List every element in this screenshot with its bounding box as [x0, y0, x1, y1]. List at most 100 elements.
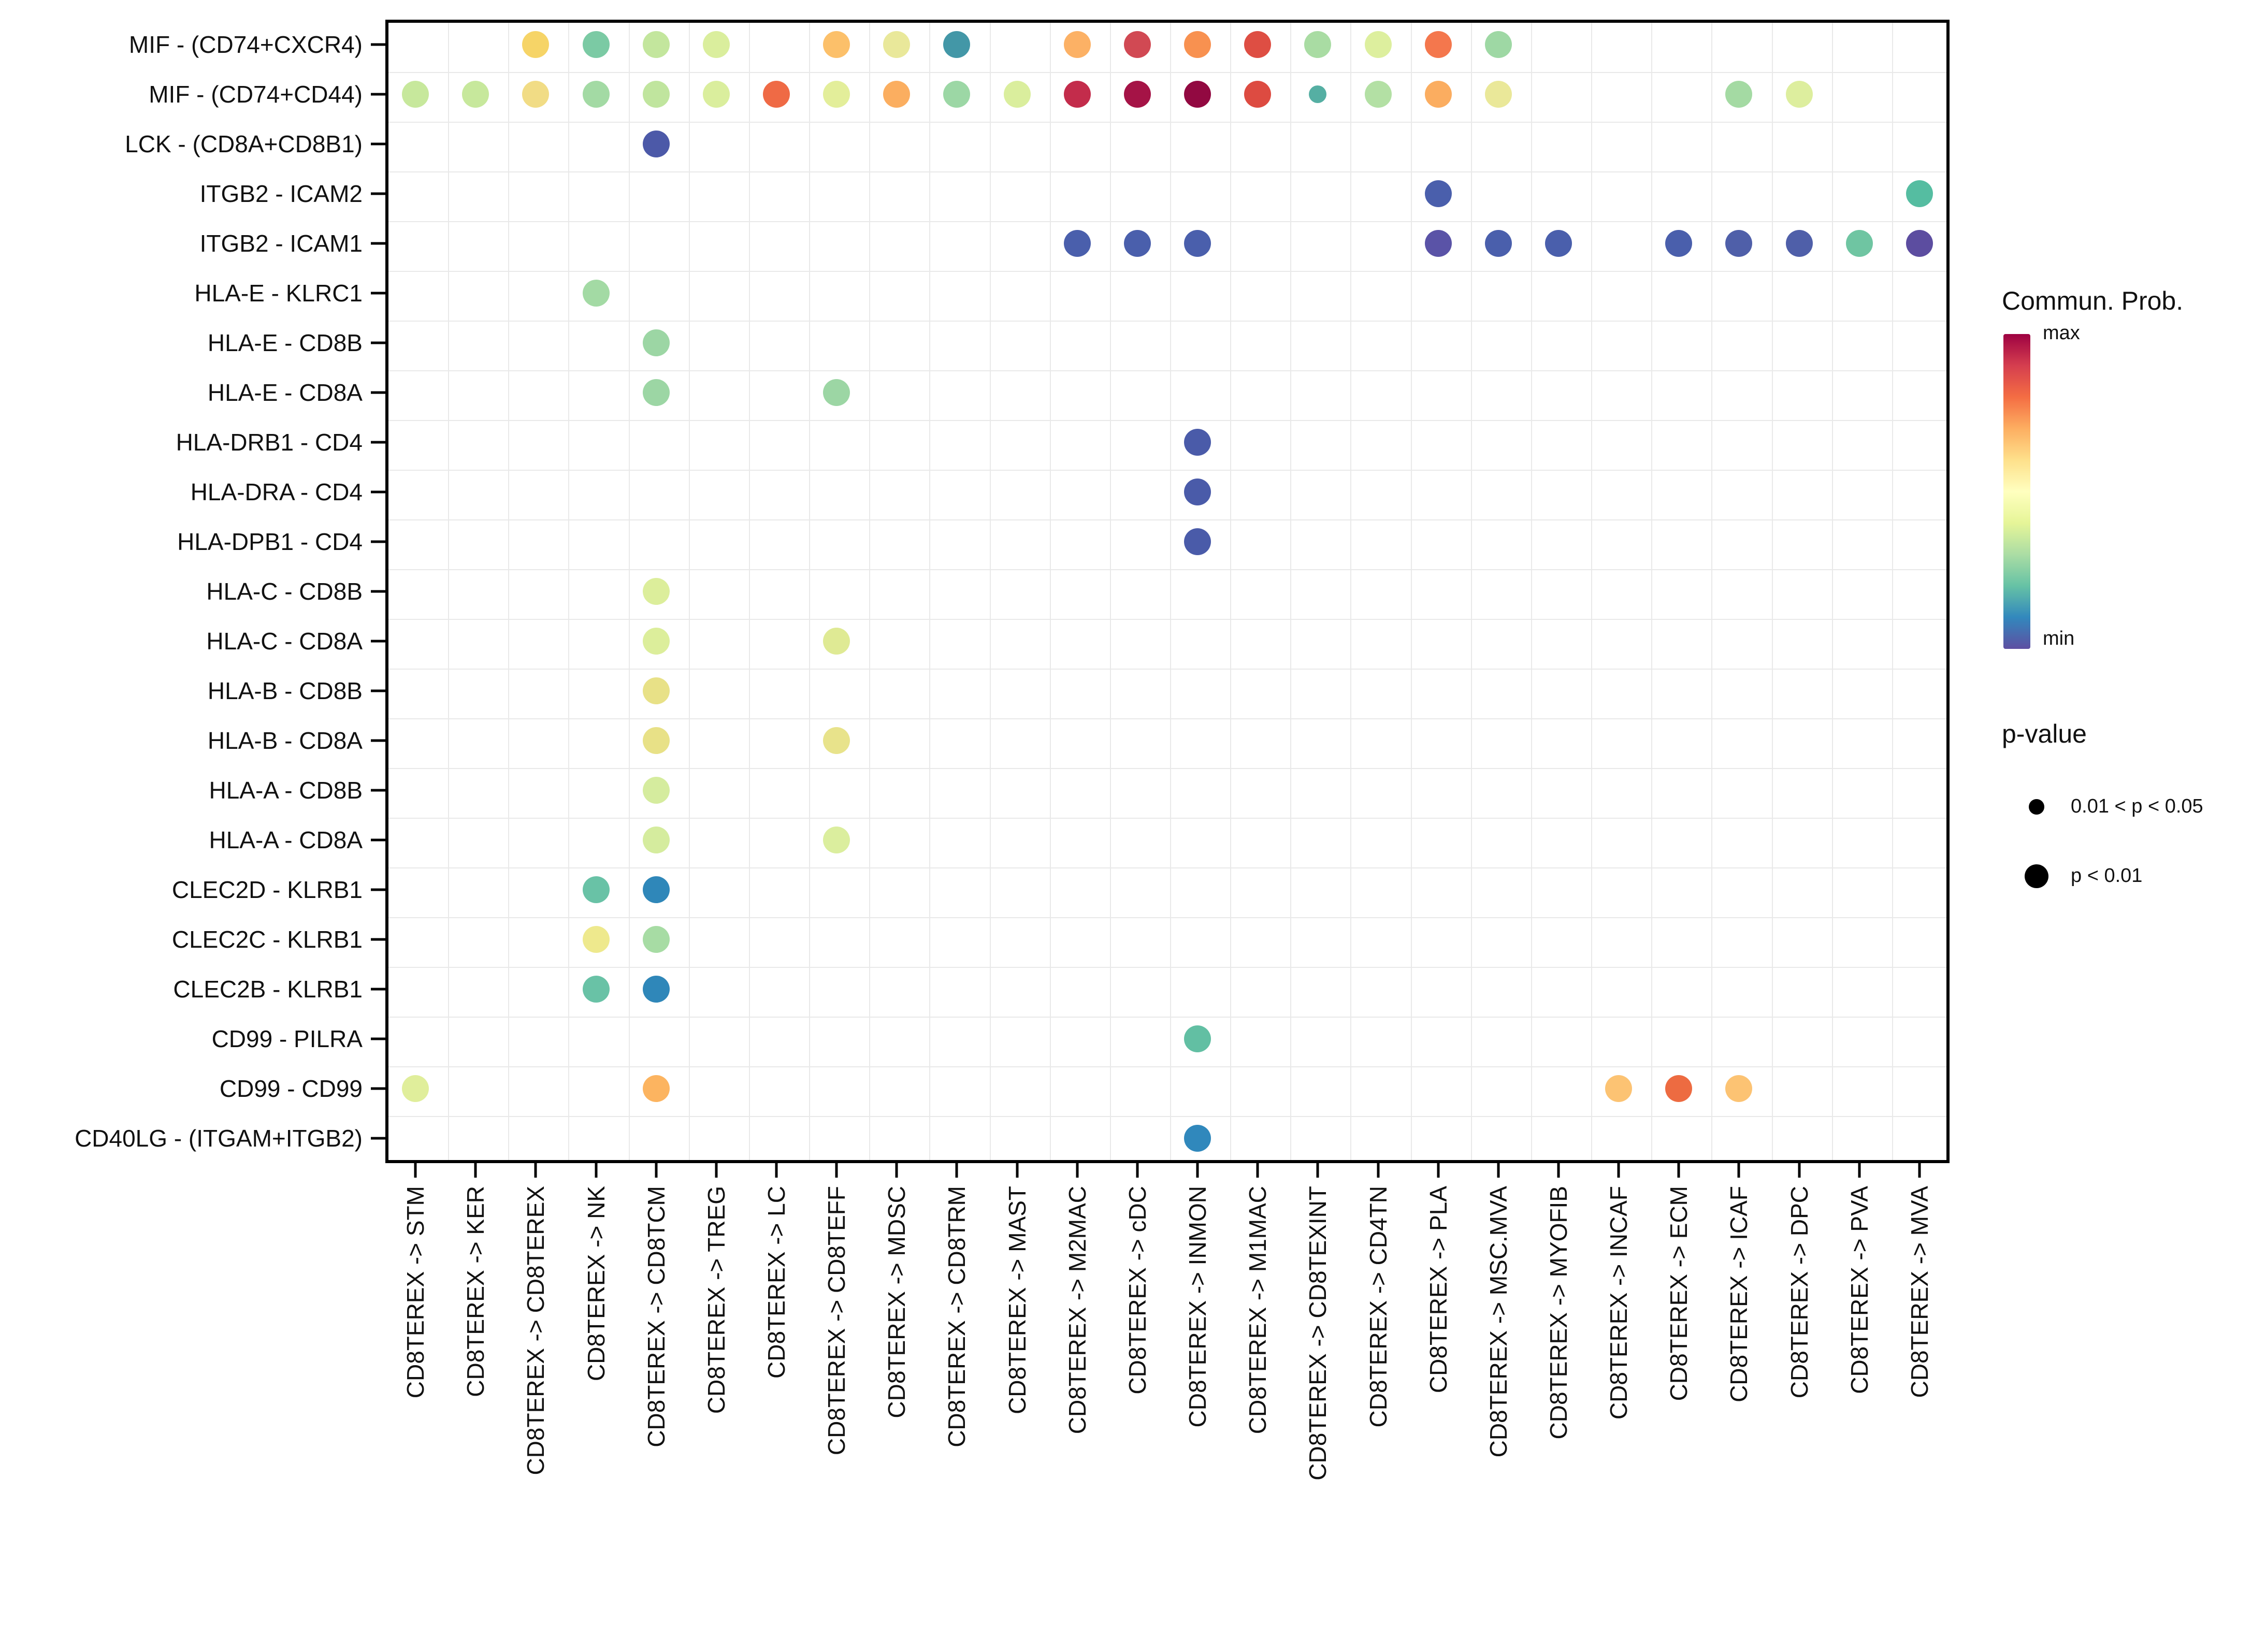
data-point: [1424, 230, 1452, 257]
x-axis-label: CD8TEREX -> MYOFIB: [1545, 1186, 1572, 1440]
x-axis-label: CD8TEREX -> MAST: [1003, 1186, 1031, 1414]
y-tick: [371, 789, 385, 792]
data-point: [582, 280, 610, 307]
data-point: [642, 81, 670, 108]
y-tick: [371, 739, 385, 742]
y-axis-label: HLA-E - KLRC1: [194, 280, 363, 307]
gridline-horizontal: [388, 370, 1946, 371]
gridline-vertical: [929, 23, 931, 1160]
y-axis-label: CLEC2D - KLRB1: [171, 876, 363, 903]
data-point: [522, 81, 550, 108]
x-tick: [474, 1163, 477, 1178]
data-point: [642, 876, 670, 903]
y-axis-label: HLA-A - CD8A: [209, 827, 363, 853]
gridline-vertical: [748, 23, 750, 1160]
gridline-horizontal: [388, 768, 1946, 769]
y-tick: [371, 142, 385, 146]
data-point: [1725, 1075, 1753, 1102]
gridline-vertical: [1109, 23, 1111, 1160]
x-tick: [1136, 1163, 1139, 1178]
plot-panel: [385, 20, 1950, 1163]
data-point: [1605, 1075, 1633, 1102]
data-point: [1364, 81, 1392, 108]
gridline-horizontal: [388, 967, 1946, 968]
gridline-vertical: [448, 23, 450, 1160]
data-point: [1123, 81, 1151, 108]
y-axis-label: CD99 - PILRA: [211, 1025, 363, 1052]
gridline-horizontal: [388, 1116, 1946, 1117]
y-tick: [371, 540, 385, 543]
data-point: [1906, 230, 1933, 257]
gridline-vertical: [1531, 23, 1532, 1160]
gridline-horizontal: [388, 1017, 1946, 1018]
y-axis-label: HLA-DRA - CD4: [190, 479, 363, 505]
gridline-vertical: [1831, 23, 1833, 1160]
y-tick: [371, 1087, 385, 1090]
gridline-horizontal: [388, 718, 1946, 719]
gridline-vertical: [869, 23, 871, 1160]
x-axis-label: CD8TEREX -> TREG: [702, 1186, 730, 1414]
y-tick: [371, 93, 385, 96]
y-axis-label: HLA-DPB1 - CD4: [177, 528, 363, 555]
data-point: [1063, 31, 1091, 58]
data-point: [1364, 31, 1392, 58]
x-axis-label: CD8TEREX -> INCAF: [1605, 1186, 1633, 1420]
data-point: [943, 31, 971, 58]
pvalue-label-small: 0.01 < p < 0.05: [2071, 795, 2203, 817]
data-point: [1003, 81, 1031, 108]
data-point: [642, 827, 670, 853]
data-point: [883, 31, 911, 58]
data-point: [1244, 31, 1272, 58]
y-tick: [371, 838, 385, 842]
gridline-vertical: [1651, 23, 1653, 1160]
y-axis-label: HLA-E - CD8B: [207, 329, 363, 356]
y-tick: [371, 192, 385, 195]
data-point: [642, 677, 670, 704]
y-axis-label: MIF - (CD74+CD44): [149, 81, 363, 108]
gridline-vertical: [1410, 23, 1412, 1160]
data-point: [522, 31, 550, 58]
x-tick: [835, 1163, 838, 1178]
x-axis-label: CD8TEREX -> NK: [582, 1186, 610, 1382]
data-point: [1184, 81, 1211, 108]
data-point: [1484, 31, 1512, 58]
y-axis-label: HLA-DRB1 - CD4: [176, 429, 363, 456]
pvalue-dot-large: [2025, 864, 2048, 888]
gridline-vertical: [508, 23, 510, 1160]
y-axis-label: CD99 - CD99: [219, 1075, 363, 1102]
colorbar-title: Commun. Prob.: [2002, 286, 2184, 315]
y-axis-label: HLA-C - CD8B: [206, 578, 363, 605]
y-axis-label: HLA-C - CD8A: [206, 628, 363, 655]
gridline-vertical: [1170, 23, 1171, 1160]
y-axis-label: HLA-E - CD8A: [207, 379, 363, 406]
data-point: [1184, 479, 1211, 505]
data-point: [1845, 230, 1873, 257]
data-point: [642, 31, 670, 58]
data-point: [582, 31, 610, 58]
y-tick: [371, 341, 385, 344]
y-axis-label: LCK - (CD8A+CD8B1): [125, 131, 363, 157]
data-point: [1725, 230, 1753, 257]
gridline-vertical: [1049, 23, 1051, 1160]
data-point: [823, 31, 850, 58]
colorbar-max-label: max: [2043, 322, 2080, 344]
y-axis-label: HLA-A - CD8B: [209, 777, 363, 804]
data-point: [1309, 85, 1327, 103]
x-tick: [1858, 1163, 1861, 1178]
gridline-horizontal: [388, 917, 1946, 918]
x-axis-label: CD8TEREX -> KER: [462, 1186, 489, 1397]
x-tick: [955, 1163, 958, 1178]
data-point: [702, 31, 730, 58]
gridline-horizontal: [388, 818, 1946, 819]
x-tick: [1437, 1163, 1440, 1178]
gridline-vertical: [1771, 23, 1773, 1160]
data-point: [823, 379, 850, 406]
colorbar-gradient: [2003, 334, 2030, 649]
x-axis-label: CD8TEREX -> cDC: [1123, 1186, 1151, 1395]
y-axis-label: HLA-B - CD8B: [207, 677, 363, 704]
data-point: [1785, 230, 1813, 257]
x-axis-label: CD8TEREX -> LC: [763, 1186, 790, 1379]
data-point: [823, 628, 850, 655]
y-tick: [371, 1137, 385, 1140]
data-point: [943, 81, 971, 108]
